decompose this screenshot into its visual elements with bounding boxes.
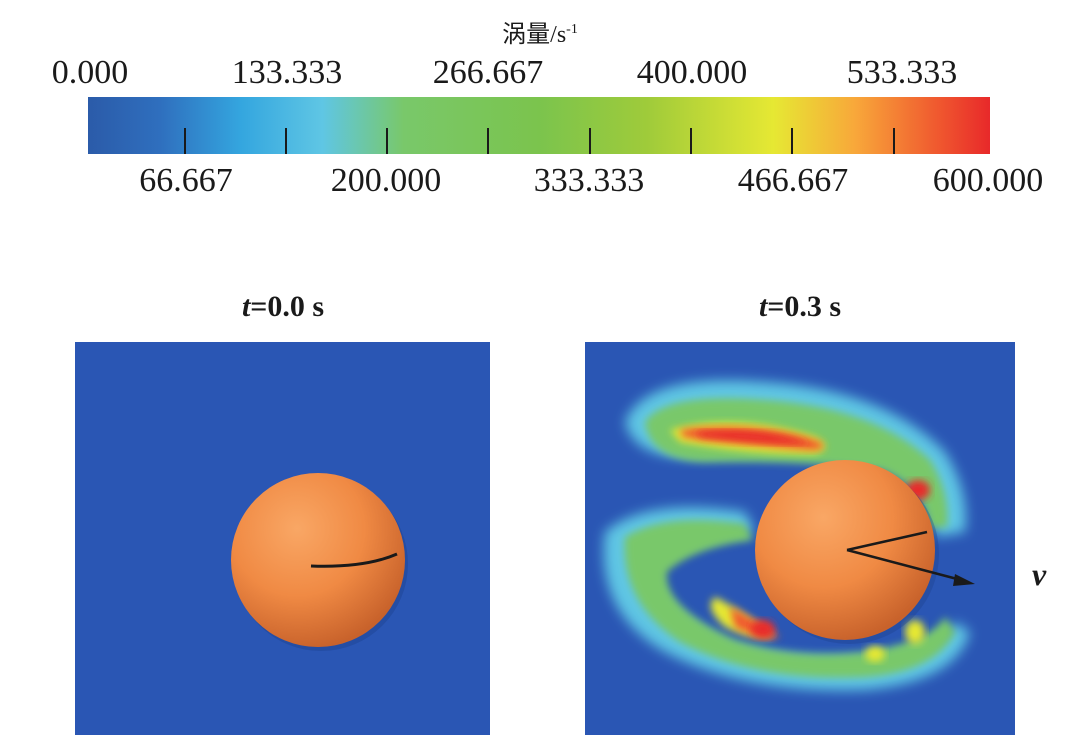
rotation-marker-line xyxy=(310,552,398,568)
time-value: =0.0 s xyxy=(250,290,325,323)
panel-title-right: t=0.3 s xyxy=(759,290,841,324)
colorbar-label: 133.333 xyxy=(231,54,343,91)
vorticity-field-t3 xyxy=(585,342,1015,735)
sphere xyxy=(755,460,935,640)
colorbar-label: 533.333 xyxy=(846,54,958,91)
colorbar-label: 266.667 xyxy=(432,54,544,91)
velocity-label: v xyxy=(1032,556,1047,592)
vortex-band-lower xyxy=(603,507,970,691)
rotation-marker-line xyxy=(846,530,928,552)
colorbar-label: 333.333 xyxy=(533,162,645,199)
velocity-arrow xyxy=(846,548,962,582)
vorticity-field-t0 xyxy=(75,342,490,735)
time-variable: t xyxy=(758,290,768,323)
colorbar-tick xyxy=(487,128,489,154)
vorticity-panel-t0 xyxy=(75,342,490,735)
sphere xyxy=(231,473,405,647)
colorbar-label: 0.000 xyxy=(51,54,129,91)
colorbar-tick xyxy=(690,128,692,154)
time-variable: t xyxy=(241,290,251,323)
colorbar-tick xyxy=(791,128,793,154)
colorbar-label: 200.000 xyxy=(330,162,442,199)
colorbar-title: 涡量/s-1 xyxy=(0,14,1080,49)
colorbar-tick xyxy=(386,128,388,154)
vorticity-panel-t3 xyxy=(585,342,1015,735)
colorbar-tick xyxy=(893,128,895,154)
colorbar-label: 400.000 xyxy=(636,54,748,91)
colorbar-label: 600.000 xyxy=(932,162,1044,199)
vortex-band-upper xyxy=(625,380,966,537)
colorbar-unit-exponent: -1 xyxy=(566,22,578,37)
colorbar-title-text: 涡量/ xyxy=(502,22,557,48)
colorbar-tick xyxy=(285,128,287,154)
colorbar-label: 66.667 xyxy=(139,162,233,199)
velocity-arrowhead xyxy=(953,574,975,586)
colorbar-gradient xyxy=(88,97,990,154)
colorbar-tick xyxy=(589,128,591,154)
colorbar-unit: s xyxy=(556,22,567,48)
colorbar-tick xyxy=(184,128,186,154)
colorbar-label: 466.667 xyxy=(737,162,849,199)
time-value: =0.3 s xyxy=(767,290,842,323)
panel-title-left: t=0.0 s xyxy=(242,290,324,324)
